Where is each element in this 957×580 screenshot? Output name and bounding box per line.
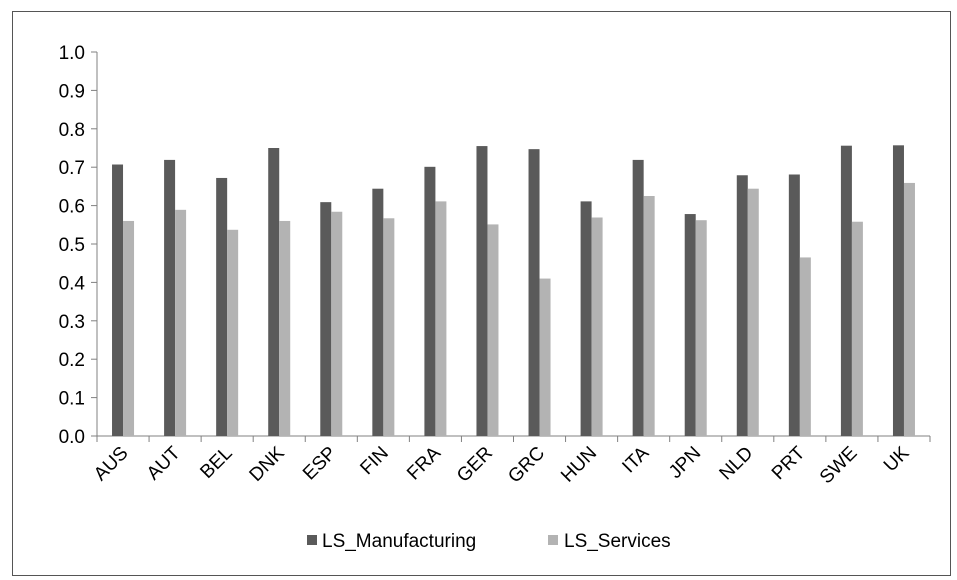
bar-ls-manufacturing-esp [320, 202, 332, 436]
bar-ls-services-esp [331, 211, 343, 436]
x-tick-label-dnk: DNK [246, 442, 289, 485]
bar-ls-manufacturing-jpn [684, 214, 696, 436]
bar-ls-services-prt [799, 257, 811, 436]
legend-label-ls-manufacturing: LS_Manufacturing [322, 531, 476, 552]
bar-ls-manufacturing-hun [580, 201, 592, 436]
bar-ls-services-ita [643, 196, 655, 436]
x-tick-label-ita: ITA [618, 442, 653, 477]
bar-ls-services-swe [851, 221, 863, 436]
y-tick-label: 0.8 [59, 120, 85, 141]
y-tick-label: 0.3 [59, 312, 85, 333]
y-tick-label: 1.0 [59, 43, 85, 64]
x-tick-label-fra: FRA [403, 442, 445, 484]
chart-bars [112, 145, 915, 437]
x-tick-label-uk: UK [880, 442, 914, 476]
legend-swatch-ls-services [548, 535, 558, 545]
bar-ls-services-jpn [695, 220, 707, 436]
bar-ls-manufacturing-prt [788, 174, 800, 436]
x-tick-label-bel: BEL [196, 443, 236, 483]
bar-ls-manufacturing-ger [476, 146, 488, 436]
x-tick-label-esp: ESP [299, 443, 341, 485]
x-tick-label-aus: AUS [90, 443, 132, 485]
bar-ls-manufacturing-uk [892, 145, 904, 436]
x-tick-label-nld: NLD [716, 443, 758, 485]
x-tick-label-aut: AUT [143, 442, 185, 484]
bar-ls-services-grc [539, 278, 551, 436]
y-tick-label: 0.0 [59, 427, 85, 448]
bar-ls-services-nld [747, 188, 759, 436]
bar-ls-services-aut [175, 209, 187, 436]
y-tick-label: 0.7 [59, 158, 85, 179]
legend-label-ls-services: LS_Services [564, 531, 671, 552]
bar-ls-manufacturing-aus [112, 164, 124, 436]
legend-swatch-ls-manufacturing [307, 535, 317, 545]
x-tick-label-swe: SWE [816, 443, 861, 488]
bar-ls-services-dnk [279, 220, 291, 436]
x-tick-label-hun: HUN [557, 443, 601, 487]
x-tick-label-prt: PRT [768, 442, 810, 484]
bar-ls-manufacturing-bel [216, 177, 228, 436]
y-tick-label: 0.6 [59, 197, 85, 218]
y-tick-label: 0.9 [59, 81, 85, 102]
x-tick-labels: AUS AUT BEL DNK ESP FIN FRA GER GRC HUN ITA JPN NLD P… [90, 442, 914, 488]
x-tick-label-fin: FIN [356, 443, 392, 479]
bar-ls-manufacturing-nld [736, 175, 748, 436]
y-tick-label: 0.5 [59, 235, 85, 256]
chart-legend: LS_Manufacturing LS_Services [307, 531, 671, 552]
x-tick-label-jpn: JPN [665, 443, 705, 483]
bar-ls-manufacturing-dnk [268, 148, 280, 436]
bar-ls-manufacturing-swe [840, 145, 852, 437]
bar-ls-services-fin [383, 218, 395, 436]
y-tick-label: 0.2 [59, 350, 85, 371]
bar-ls-services-aus [123, 220, 135, 436]
bar-ls-manufacturing-aut [164, 159, 176, 437]
bar-ls-manufacturing-grc [528, 149, 540, 437]
x-tick-label-grc: GRC [504, 443, 549, 488]
bar-ls-services-bel [227, 229, 239, 436]
bar-ls-manufacturing-fin [372, 188, 384, 436]
bar-ls-manufacturing-ita [632, 159, 644, 437]
bar-ls-services-fra [435, 201, 447, 436]
y-tick-label: 0.4 [59, 273, 86, 294]
y-tick-label: 0.1 [59, 389, 85, 410]
x-tick-label-ger: GER [453, 443, 497, 487]
bar-ls-services-uk [903, 182, 915, 436]
bar-ls-services-hun [591, 217, 603, 436]
bar-ls-manufacturing-fra [424, 166, 436, 437]
bar-ls-services-ger [487, 224, 499, 436]
